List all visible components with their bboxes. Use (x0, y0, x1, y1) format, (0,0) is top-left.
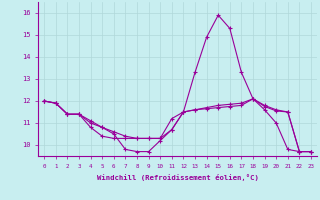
X-axis label: Windchill (Refroidissement éolien,°C): Windchill (Refroidissement éolien,°C) (97, 174, 259, 181)
